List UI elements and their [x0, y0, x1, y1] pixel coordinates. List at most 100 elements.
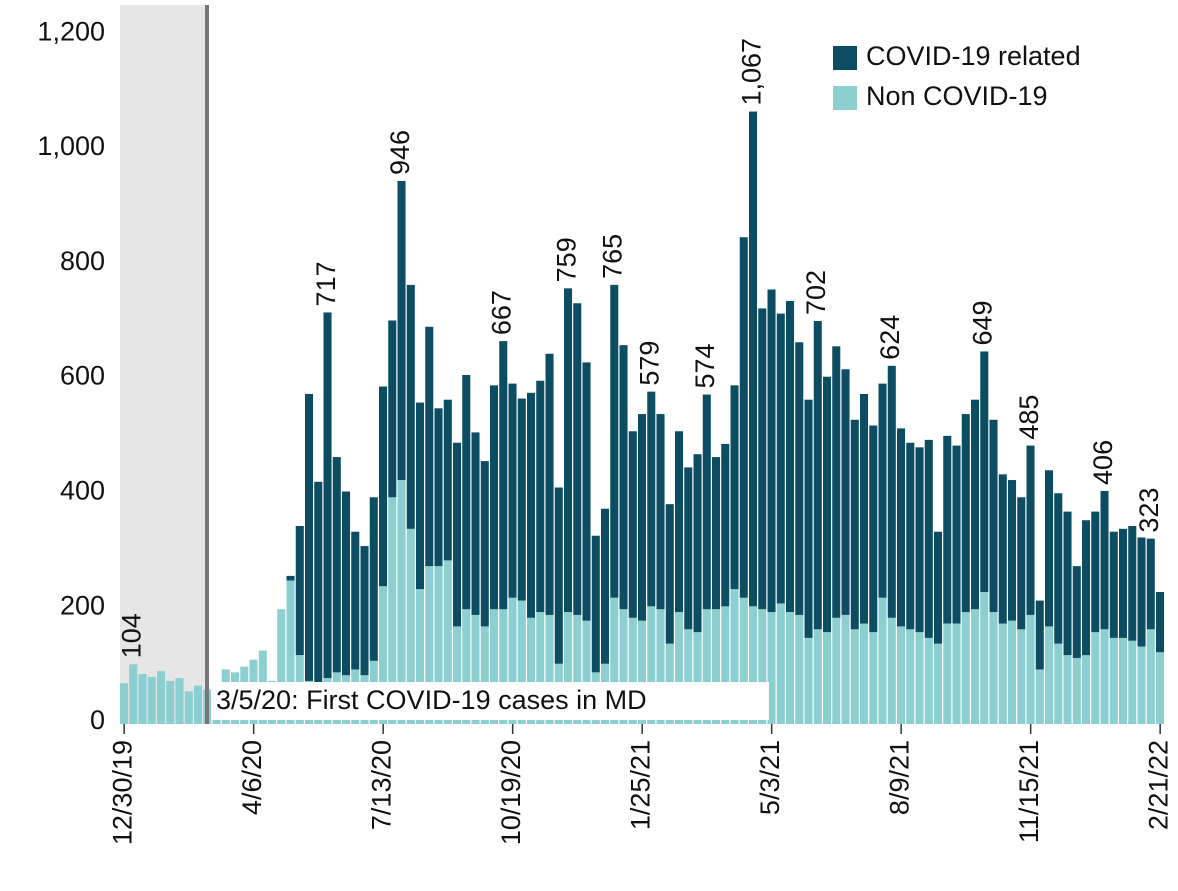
- total-label: 1,067: [736, 38, 766, 106]
- bar-segment: [1045, 626, 1054, 724]
- bar-segment: [1045, 470, 1054, 627]
- bar-segment: [804, 637, 813, 724]
- bar-segment: [453, 442, 462, 627]
- bar-segment: [573, 614, 582, 724]
- bar-segment: [656, 609, 665, 724]
- bar-segment: [443, 560, 452, 724]
- bar-segment: [508, 383, 517, 598]
- y-tick-label: 1,200: [37, 16, 105, 46]
- bar-segment: [434, 408, 443, 567]
- bar-segment: [443, 399, 452, 561]
- bar-segment: [175, 678, 184, 724]
- y-tick-label: 1,000: [37, 131, 105, 161]
- bar-segment: [129, 664, 138, 724]
- x-tick-label: 11/15/21: [1014, 740, 1044, 843]
- bar-segment: [1008, 620, 1017, 724]
- bar-segment: [934, 531, 943, 644]
- bar-segment: [1017, 497, 1026, 630]
- bar-segment: [564, 612, 573, 724]
- bar-segment: [1063, 511, 1072, 656]
- bar-segment: [295, 525, 304, 656]
- bar-segment: [323, 312, 332, 679]
- bars: [120, 111, 1165, 724]
- bar-segment: [1072, 657, 1081, 724]
- bar-segment: [832, 346, 841, 618]
- bar-segment: [998, 474, 1007, 624]
- bar-segment: [897, 626, 906, 724]
- bar-segment: [887, 365, 896, 618]
- bar-segment: [166, 680, 175, 724]
- bar-segment: [693, 454, 702, 633]
- bar-segment: [675, 612, 684, 724]
- bar-segment: [471, 432, 480, 615]
- bar-segment: [388, 320, 397, 498]
- bar-segment: [1054, 493, 1063, 644]
- bar-segment: [471, 614, 480, 724]
- bar-segment: [490, 609, 499, 724]
- bar-segment: [841, 614, 850, 724]
- bar-segment: [582, 362, 591, 621]
- bar-segment: [369, 497, 378, 661]
- total-label: 624: [875, 315, 905, 360]
- bar-segment: [480, 461, 489, 627]
- bar-segment: [980, 591, 989, 724]
- bar-segment: [952, 445, 961, 624]
- bar-segment: [786, 612, 795, 724]
- bar-segment: [601, 508, 610, 664]
- bar-segment: [416, 589, 425, 724]
- bar-segment: [157, 671, 166, 724]
- bar-segment: [897, 428, 906, 627]
- y-tick-label: 200: [60, 590, 105, 620]
- bar-segment: [582, 620, 591, 724]
- bar-segment: [1026, 614, 1035, 724]
- bar-segment: [684, 467, 693, 630]
- total-label: 649: [968, 300, 998, 345]
- bar-segment: [638, 414, 647, 621]
- total-label: 406: [1088, 440, 1118, 485]
- bar-segment: [638, 620, 647, 724]
- bar-segment: [749, 111, 758, 607]
- bar-segment: [360, 546, 369, 676]
- bar-segment: [776, 603, 785, 724]
- bar-segment: [665, 504, 674, 644]
- y-tick-label: 600: [60, 361, 105, 391]
- bar-segment: [490, 385, 499, 610]
- bar-segment: [517, 600, 526, 724]
- bar-segment: [906, 629, 915, 724]
- y-tick-label: 400: [60, 476, 105, 506]
- bar-segment: [1119, 637, 1128, 724]
- bar-segment: [1082, 655, 1091, 724]
- bar-segment: [527, 617, 536, 724]
- bar-segment: [961, 612, 970, 724]
- bar-segment: [721, 443, 730, 607]
- legend-label: Non COVID-19: [866, 81, 1048, 111]
- bar-segment: [730, 589, 739, 724]
- x-tick-label: 8/9/21: [884, 740, 914, 815]
- bar-segment: [536, 380, 545, 613]
- total-label: 702: [801, 270, 831, 315]
- total-label: 104: [117, 613, 147, 658]
- bar-segment: [286, 580, 295, 724]
- bar-segment: [499, 609, 508, 724]
- bar-segment: [499, 341, 508, 610]
- bar-segment: [1137, 537, 1146, 647]
- bar-segment: [823, 376, 832, 633]
- bar-segment: [850, 419, 859, 630]
- bar-segment: [804, 399, 813, 638]
- x-tick-label: 1/25/21: [625, 740, 655, 830]
- bar-segment: [332, 457, 341, 673]
- bar-segment: [416, 402, 425, 590]
- bar-segment: [887, 617, 896, 724]
- bar-segment: [924, 637, 933, 724]
- total-label: 574: [690, 343, 720, 388]
- bar-segment: [758, 609, 767, 724]
- bar-segment: [1100, 490, 1109, 630]
- bar-segment: [517, 398, 526, 601]
- x-tick-label: 2/21/22: [1143, 740, 1173, 830]
- bar-segment: [1128, 525, 1137, 641]
- bar-segment: [841, 369, 850, 615]
- bar-segment: [776, 313, 785, 604]
- bar-segment: [730, 385, 739, 590]
- bar-segment: [813, 629, 822, 724]
